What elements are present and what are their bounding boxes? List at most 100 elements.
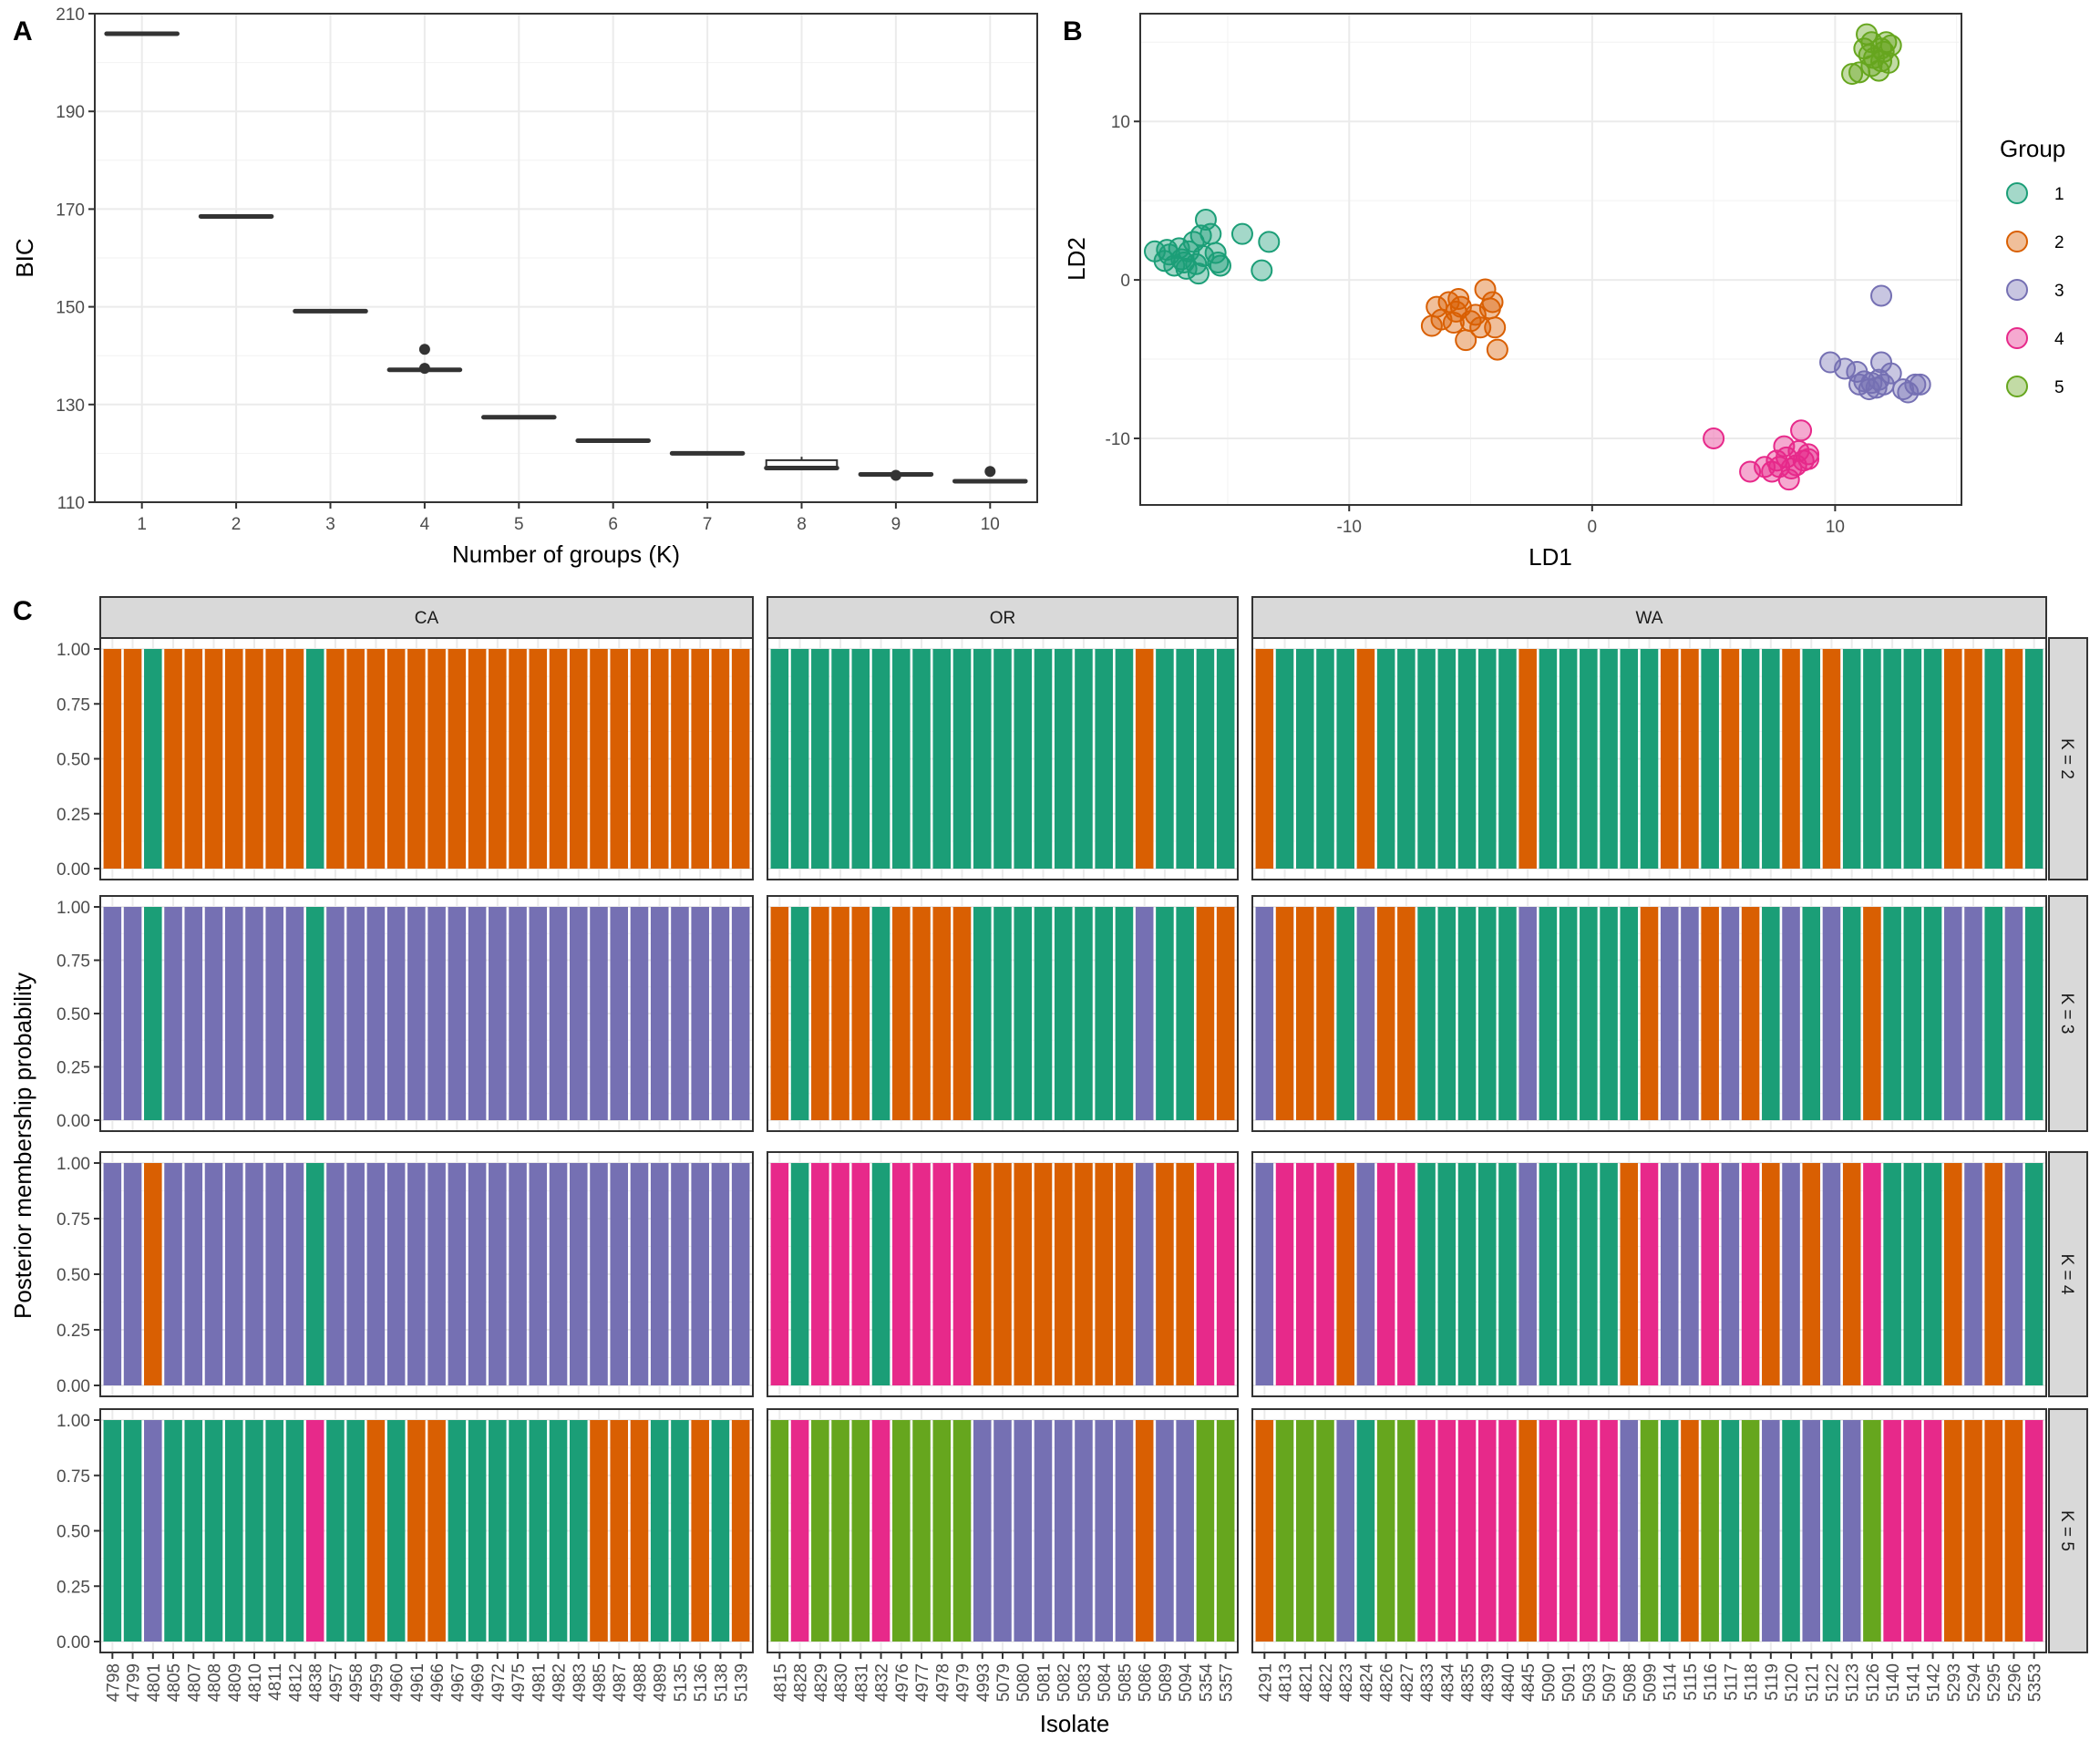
membership-bar xyxy=(1336,907,1354,1120)
y-tick-label: 0.50 xyxy=(57,1266,90,1285)
membership-bar xyxy=(1477,907,1497,1120)
membership-bar xyxy=(1559,1420,1578,1642)
membership-bar xyxy=(1417,907,1436,1120)
membership-bar xyxy=(1559,649,1578,869)
x-tick-label: 9 xyxy=(891,515,901,534)
membership-bar xyxy=(1721,907,1740,1120)
membership-bar xyxy=(204,1163,223,1385)
membership-bar xyxy=(1316,907,1334,1120)
membership-bar xyxy=(427,1163,446,1385)
scatter-point xyxy=(1790,419,1813,442)
facet-ca-row-3: 0.00 0.25 0.50 0.75 1.00 xyxy=(57,895,754,1132)
membership-bar xyxy=(731,649,750,869)
membership-bar xyxy=(993,1163,1012,1385)
membership-bar xyxy=(1255,1420,1274,1642)
y-tick-label: 0.00 xyxy=(57,860,90,880)
membership-bar xyxy=(386,907,406,1120)
y-tick-label: 0.25 xyxy=(57,806,90,825)
scatter-point xyxy=(1187,262,1210,285)
membership-bar xyxy=(1600,907,1618,1120)
x-tick-label-isolate: 4810 xyxy=(246,1663,265,1702)
membership-bar xyxy=(1216,1420,1235,1642)
x-tick-label-isolate: 5139 xyxy=(733,1663,752,1702)
x-tick-label-isolate: 5353 xyxy=(2026,1663,2045,1702)
x-tick-label-isolate: 5086 xyxy=(1137,1663,1156,1702)
membership-bar xyxy=(650,1163,669,1385)
membership-bar xyxy=(1640,907,1659,1120)
x-tick-label: 5 xyxy=(514,515,524,534)
x-tick-label-isolate: 4988 xyxy=(631,1663,650,1702)
membership-bar xyxy=(1176,1163,1194,1385)
membership-bar xyxy=(1741,1420,1760,1642)
outlier-point xyxy=(984,466,996,478)
membership-bar xyxy=(144,1163,162,1385)
x-tick-label-isolate: 5080 xyxy=(1014,1663,1034,1702)
y-tick-label: 0.00 xyxy=(57,1112,90,1131)
membership-bar xyxy=(1316,1163,1334,1385)
x-tick-label-isolate: 5120 xyxy=(1783,1663,1802,1702)
scatter-point xyxy=(1879,362,1902,385)
x-tick-label-isolate: 4813 xyxy=(1277,1663,1296,1702)
membership-bar xyxy=(1095,907,1113,1120)
y-tick-label: 0.25 xyxy=(57,1059,90,1078)
y-tick-label: 150 xyxy=(56,299,85,318)
x-tick-label-isolate: 4993 xyxy=(974,1663,993,1702)
membership-bar xyxy=(1640,649,1659,869)
membership-bar xyxy=(1681,649,1699,869)
x-tick-label-isolate: 4838 xyxy=(307,1663,326,1702)
x-tick-label-isolate: 4812 xyxy=(286,1663,305,1702)
membership-bar xyxy=(1498,907,1517,1120)
membership-bar xyxy=(224,649,243,869)
membership-bar xyxy=(103,1420,122,1642)
membership-bar xyxy=(650,649,669,869)
membership-bar xyxy=(529,907,548,1120)
membership-bar xyxy=(407,1163,426,1385)
membership-bar xyxy=(871,1420,890,1642)
membership-bar xyxy=(1822,649,1841,869)
membership-bar xyxy=(711,907,730,1120)
row-strip-label: K = 2 xyxy=(2057,738,2076,779)
outlier-point xyxy=(418,344,430,355)
membership-bar xyxy=(245,1420,263,1642)
membership-bar xyxy=(1600,1163,1618,1385)
membership-bar xyxy=(2024,1163,2043,1385)
membership-bar xyxy=(366,1163,386,1385)
membership-bar xyxy=(871,1163,890,1385)
panel-letter-c: C xyxy=(13,596,33,626)
membership-bar xyxy=(184,1163,203,1385)
legend-key-group-1 xyxy=(2006,182,2028,204)
y-tick-label: 1.00 xyxy=(57,899,90,918)
membership-bar xyxy=(811,1420,829,1642)
scatter-point xyxy=(1797,448,1820,470)
membership-bar xyxy=(569,649,588,869)
panel-b-y-title: LD2 xyxy=(1063,237,1090,281)
membership-bar xyxy=(590,1420,608,1642)
membership-bar xyxy=(1115,649,1134,869)
membership-bar xyxy=(1580,1163,1598,1385)
membership-bar xyxy=(851,649,870,869)
box-k9 xyxy=(858,469,934,481)
membership-bar xyxy=(346,1420,365,1642)
membership-bar xyxy=(1336,1420,1354,1642)
scatter-point xyxy=(1251,259,1273,282)
x-tick-label-isolate: 4805 xyxy=(165,1663,184,1702)
membership-bar xyxy=(224,907,243,1120)
scatter-point xyxy=(1870,284,1893,307)
facet-ca-row-4: 0.00 0.25 0.50 0.75 1.00 xyxy=(57,1151,754,1397)
membership-bar xyxy=(2004,649,2023,869)
x-tick-label-isolate: 4823 xyxy=(1337,1663,1356,1702)
membership-bar xyxy=(1964,649,1982,869)
x-tick-label-isolate: 4975 xyxy=(510,1663,529,1702)
panel-c-membership-bars: CA 0.00 0.25 0.50 0.75 1.00 0.00 0.25 0.50 0.75 1.… xyxy=(9,596,2088,1737)
membership-bar xyxy=(569,907,588,1120)
membership-bar xyxy=(1196,907,1215,1120)
membership-bar xyxy=(103,907,122,1120)
membership-bar xyxy=(305,1420,324,1642)
membership-bar xyxy=(1115,1163,1134,1385)
membership-bar xyxy=(1863,1420,1881,1642)
membership-bar xyxy=(184,1420,203,1642)
membership-bar xyxy=(671,1163,689,1385)
membership-bar xyxy=(164,907,182,1120)
x-tick-label-isolate: 4832 xyxy=(873,1663,892,1702)
membership-bar xyxy=(1539,649,1558,869)
